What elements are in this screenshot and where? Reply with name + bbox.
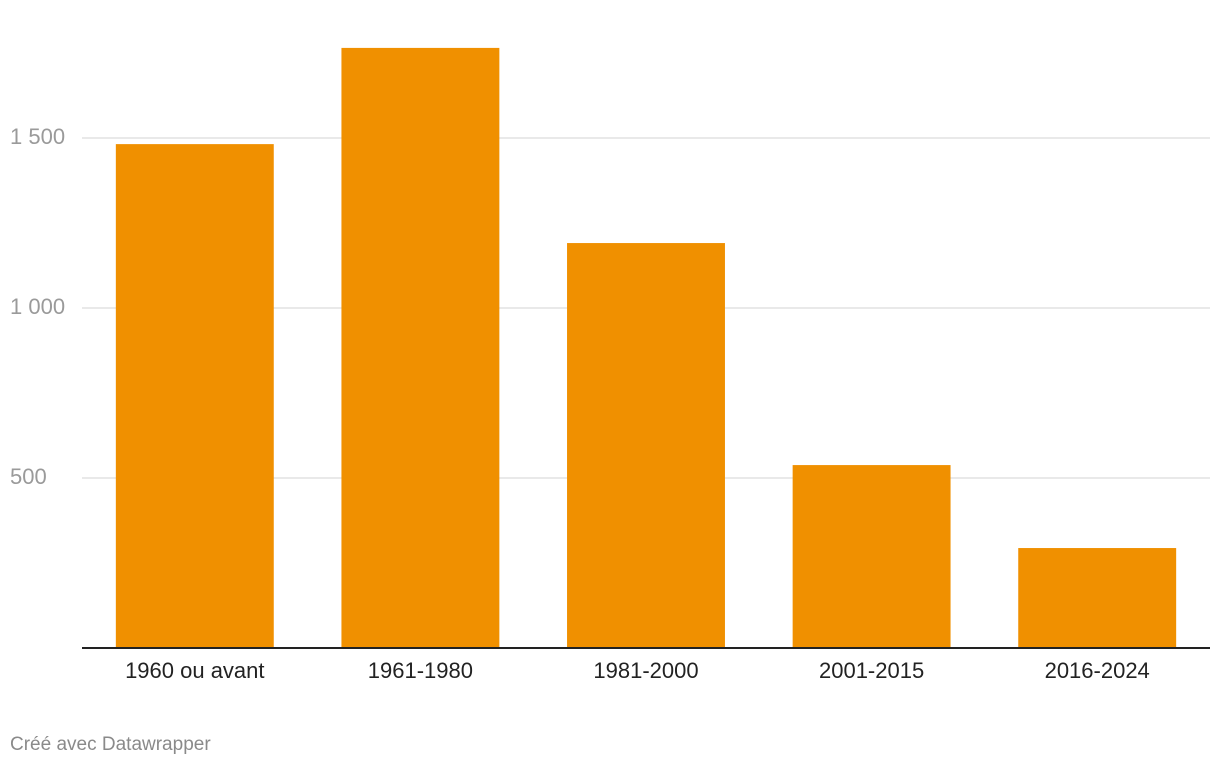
y-tick-label: 500 (10, 464, 47, 489)
credit: Créé avec Datawrapper (10, 734, 211, 755)
x-tick-label: 2001-2015 (819, 658, 924, 683)
bar (792, 465, 951, 648)
bar (115, 144, 274, 648)
x-tick-label: 1981-2000 (593, 658, 698, 683)
bar (341, 47, 500, 648)
x-tick-label: 1960 ou avant (125, 658, 264, 683)
bar (567, 243, 725, 648)
y-tick-label: 1 500 (10, 124, 65, 149)
x-tick-label: 2016-2024 (1045, 658, 1150, 683)
bar (1018, 548, 1177, 648)
x-tick-label: 1961-1980 (368, 658, 473, 683)
y-tick-label: 1 000 (10, 294, 65, 319)
